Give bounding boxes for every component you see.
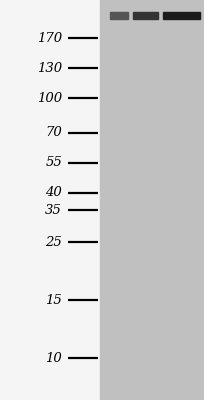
Bar <box>0 0 100 400</box>
Bar <box>100 0 204 400</box>
Bar <box>110 12 128 19</box>
Text: 170: 170 <box>37 32 62 44</box>
Text: 10: 10 <box>45 352 62 364</box>
Bar <box>133 12 158 19</box>
Text: 15: 15 <box>45 294 62 306</box>
Text: 40: 40 <box>45 186 62 200</box>
Text: 35: 35 <box>45 204 62 216</box>
Text: 25: 25 <box>45 236 62 248</box>
Text: 70: 70 <box>45 126 62 140</box>
Text: 55: 55 <box>45 156 62 170</box>
Text: 130: 130 <box>37 62 62 74</box>
Text: 100: 100 <box>37 92 62 104</box>
Bar <box>163 12 200 19</box>
